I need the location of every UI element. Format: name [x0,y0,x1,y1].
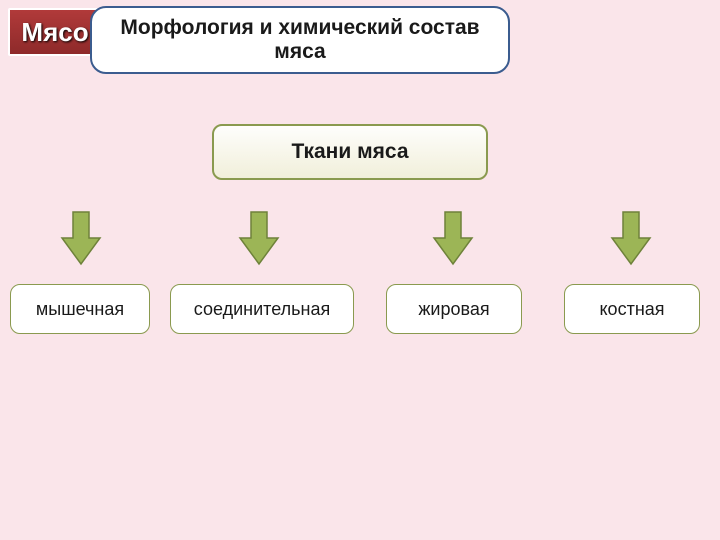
title-text: Морфология и химический состав мяса [102,16,498,64]
leaf-box: жировая [386,284,522,334]
leaf-box: мышечная [10,284,150,334]
title-box: Морфология и химический состав мяса [90,6,510,74]
arrow-down-icon [238,210,280,266]
arrow-down-icon [432,210,474,266]
leaf-label: костная [599,299,664,320]
section-badge-label: Мясо [21,17,88,47]
leaf-label: мышечная [36,299,124,320]
arrow-down-icon [60,210,102,266]
leaf-label: жировая [418,299,489,320]
leaf-label: соединительная [194,299,330,320]
leaf-box: соединительная [170,284,354,334]
sub-box: Ткани мяса [212,124,488,180]
sub-text: Ткани мяса [291,140,408,164]
section-badge: Мясо [8,8,102,56]
arrow-down-icon [610,210,652,266]
leaf-box: костная [564,284,700,334]
